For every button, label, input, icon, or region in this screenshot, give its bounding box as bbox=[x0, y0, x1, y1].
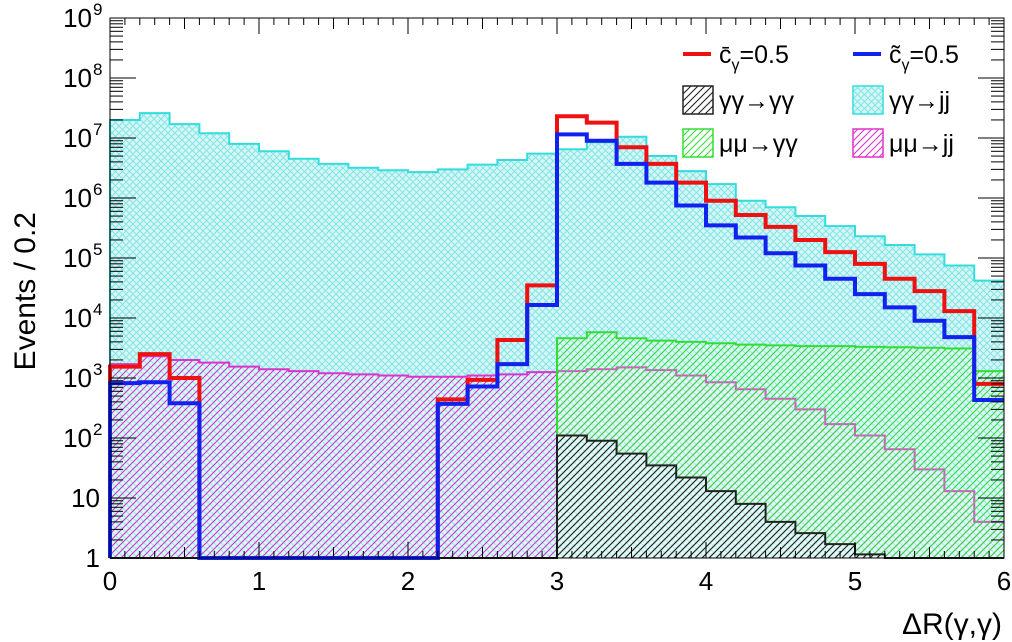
x-tick-label: 1 bbox=[252, 566, 266, 596]
y-tick-exponent: 8 bbox=[93, 60, 102, 79]
y-axis-label: Events / 0.2 bbox=[9, 212, 42, 370]
y-tick-label: 10 bbox=[63, 423, 92, 453]
legend-swatch bbox=[682, 85, 714, 115]
y-tick-label: 10 bbox=[63, 243, 92, 273]
y-tick-label: 10 bbox=[63, 123, 92, 153]
legend-label: γγ→γγ bbox=[719, 87, 795, 115]
legend-item-yyjj: γγ→jj bbox=[852, 85, 950, 115]
legend-item-ctilde: c̃γ=0.5 bbox=[853, 41, 959, 74]
legend-label: γγ→jj bbox=[889, 87, 950, 115]
legend-label: c̃γ=0.5 bbox=[889, 41, 959, 74]
filled-histograms bbox=[109, 112, 1004, 559]
legend-item-yyyy: γγ→γγ bbox=[682, 85, 795, 115]
y-tick-label: 10 bbox=[63, 3, 92, 33]
y-tick-exponent: 2 bbox=[93, 420, 102, 439]
y-tick-exponent: 5 bbox=[93, 240, 102, 259]
y-tick-exponent: 7 bbox=[93, 120, 102, 139]
x-axis-label: ΔR(γ,γ) bbox=[902, 608, 1002, 641]
y-tick-label: 10 bbox=[63, 183, 92, 213]
y-tick-exponent: 4 bbox=[93, 300, 102, 319]
y-tick-label: 10 bbox=[71, 483, 100, 513]
legend-label: μμ→γγ bbox=[719, 130, 798, 158]
y-tick-exponent: 6 bbox=[93, 180, 102, 199]
legend-item-mmjj: μμ→jj bbox=[852, 128, 954, 158]
y-tick-label: 1 bbox=[86, 543, 100, 573]
legend-label: c̄γ=0.5 bbox=[719, 41, 789, 74]
legend-swatch bbox=[682, 128, 714, 158]
legend-item-mmyy: μμ→γγ bbox=[682, 128, 798, 158]
x-tick-label: 4 bbox=[699, 566, 713, 596]
legend: c̄γ=0.5 c̃γ=0.5 γγ→γγ γγ→jj μμ→γγ μμ→jj bbox=[682, 41, 959, 158]
legend-swatch bbox=[852, 85, 884, 115]
x-tick-label: 0 bbox=[103, 566, 117, 596]
y-tick-label: 10 bbox=[63, 363, 92, 393]
legend-item-cbar: c̄γ=0.5 bbox=[683, 41, 789, 74]
legend-swatch bbox=[852, 128, 884, 158]
x-tick-label: 2 bbox=[401, 566, 415, 596]
x-tick-label: 3 bbox=[550, 566, 564, 596]
y-tick-label: 10 bbox=[63, 63, 92, 93]
y-tick-label: 10 bbox=[63, 303, 92, 333]
y-tick-exponent: 9 bbox=[93, 0, 102, 19]
legend-label: μμ→jj bbox=[889, 130, 954, 158]
y-tick-exponent: 3 bbox=[93, 360, 102, 379]
x-tick-label: 5 bbox=[848, 566, 862, 596]
x-tick-label: 6 bbox=[997, 566, 1011, 596]
